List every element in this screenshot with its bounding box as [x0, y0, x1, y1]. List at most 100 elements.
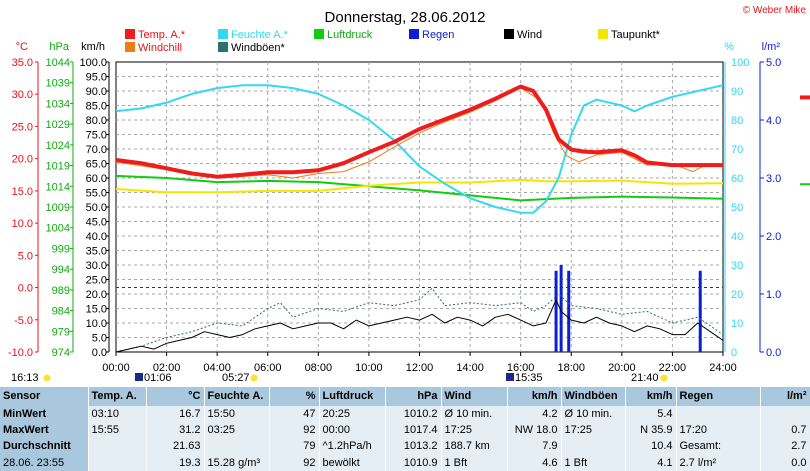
sun-icon: [43, 374, 51, 382]
cell: 2.7 l/m²: [676, 454, 761, 471]
time-marker-1: 01:06: [144, 372, 172, 384]
header-rain: Regen: [676, 387, 761, 406]
humidity-axis-tick-label: 70: [731, 144, 743, 156]
axis-unit-humidity: %: [724, 41, 734, 53]
cell: 1010.9: [385, 454, 442, 471]
cell: 15:55: [88, 421, 147, 439]
rain-axis-tick-label: 2.0: [766, 231, 781, 243]
legend-label: Regen: [422, 29, 454, 41]
pressure-axis-tick-label: 1029: [46, 119, 70, 131]
wind-axis-tick-label: 85.0: [86, 101, 107, 113]
wind-axis-tick-label: 0.0: [92, 347, 107, 359]
cell: 4.1: [625, 454, 677, 471]
table-row: MinWert 03:10 16.7 15:50 47 20:25 1010.2…: [0, 405, 810, 422]
legend-label: Feuchte A.*: [231, 29, 289, 41]
chart-axes: 35.0 30.0 25.0 20.0 15.0 10.0 5.0 0.0 -5.0 -10.0 1…: [8, 57, 781, 359]
cell: Ø 10 min.: [441, 405, 508, 422]
cell: 1010.2: [385, 405, 442, 422]
series-line-temp-a: [115, 84, 723, 179]
pressure-axis-tick-label: 994: [52, 264, 70, 276]
temp-axis-tick-label: 0.0: [18, 283, 33, 295]
header-temp-unit: °C: [146, 387, 205, 406]
cell: 00:00: [319, 421, 386, 439]
humidity-axis-tick-label: 80: [731, 115, 743, 127]
pressure-axis-tick-label: 979: [52, 326, 70, 338]
header-temp: Temp. A.: [88, 387, 147, 406]
cell: NW 18.0: [507, 421, 562, 439]
wind-axis-tick-label: 80.0: [86, 115, 107, 127]
axis-unit-wind: km/h: [81, 41, 105, 53]
cell: 0.0: [760, 454, 810, 471]
wind-axis-tick-label: 20.0: [86, 289, 107, 301]
axis-unit-temp: °C: [16, 41, 28, 53]
legend-label: Temp. A.*: [138, 29, 186, 41]
legend-swatch: [125, 42, 135, 52]
sunset-icon: [660, 374, 668, 382]
cell: 17:25: [441, 421, 508, 439]
cell: Ø 10 min.: [561, 405, 626, 422]
x-axis-tick-label: 12:00: [406, 362, 434, 374]
legend-swatch: [218, 42, 228, 52]
header-humidity-unit: %: [269, 387, 320, 406]
header-wind: Wind: [441, 387, 508, 406]
stats-table: Sensor Temp. A. °C Feuchte A. % Luftdruc…: [0, 387, 810, 471]
humidity-axis-tick-label: 100: [731, 57, 749, 69]
cell: [760, 405, 810, 422]
cell: 1017.4: [385, 421, 442, 439]
header-rain-unit: l/m²: [760, 387, 810, 406]
pressure-axis-tick-label: 1019: [46, 161, 70, 173]
x-axis-tick-label: 24:00: [709, 362, 737, 374]
moon-phase-icon: [135, 373, 143, 381]
legend-label: Windböen*: [231, 42, 286, 54]
row-label-current: 28.06. 23:55: [0, 454, 89, 471]
cell: N 35.9: [625, 421, 677, 439]
wind-axis-tick-label: 100.0: [79, 57, 107, 69]
rain-axis-tick-label: 0.0: [766, 347, 781, 359]
cell: 79: [269, 438, 320, 455]
cell: 03:10: [88, 405, 147, 422]
wind-axis-tick-label: 35.0: [86, 246, 107, 258]
cell: 20:25: [319, 405, 386, 422]
wind-axis-tick-label: 30.0: [86, 260, 107, 272]
cell: 15:50: [204, 405, 270, 422]
table-row-current: 28.06. 23:55 19.3 15.28 g/m³ 92 bewölkt …: [0, 454, 810, 471]
wind-axis-tick-label: 60.0: [86, 173, 107, 185]
x-axis-tick-label: 20:00: [608, 362, 636, 374]
pressure-axis-tick-label: 984: [52, 306, 70, 318]
legend-label: Taupunkt*: [611, 29, 661, 41]
wind-axis-tick-label: 25.0: [86, 275, 107, 287]
cell: [204, 438, 270, 455]
pressure-axis-tick-label: 1024: [46, 140, 70, 152]
temp-axis-tick-label: -10.0: [8, 347, 33, 359]
header-gusts-unit: km/h: [625, 387, 677, 406]
wind-axis-tick-label: 45.0: [86, 217, 107, 229]
x-axis-tick-label: 14:00: [456, 362, 484, 374]
pressure-axis-tick-label: 1004: [46, 223, 70, 235]
cell: 15.28 g/m³: [204, 454, 270, 471]
pressure-axis-tick-label: 1039: [46, 78, 70, 90]
legend-label: Luftdruck: [327, 29, 373, 41]
temp-axis-tick-label: -5.0: [14, 315, 33, 327]
chart-legend: Temp. A.* Feuchte A.* Luftdruck Regen Wind Ta…: [125, 29, 661, 54]
cell: 188.7 km: [441, 438, 508, 455]
stats-header-row: Sensor Temp. A. °C Feuchte A. % Luftdruc…: [0, 387, 810, 406]
pressure-axis-tick-label: 974: [52, 347, 70, 359]
wind-axis-tick-label: 90.0: [86, 86, 107, 98]
copyright-text: © Weber Mike: [743, 5, 807, 16]
cell: 92: [269, 421, 320, 439]
wind-axis-tick-label: 70.0: [86, 144, 107, 156]
temp-axis-tick-label: 35.0: [12, 57, 33, 69]
current-pressure-marker: [800, 183, 810, 186]
axis-unit-pressure: hPa: [49, 41, 69, 53]
legend-swatch: [504, 29, 514, 39]
x-axis-tick-label: 00:00: [102, 362, 130, 374]
cell: 03:25: [204, 421, 270, 439]
cell: [88, 438, 147, 455]
series-line-windb-en: [115, 287, 724, 353]
x-axis-tick-label: 02:00: [153, 362, 181, 374]
cell: bewölkt: [319, 454, 386, 471]
weather-chart: Donnerstag, 28.06.2012 © Weber Mike Temp…: [8, 5, 810, 384]
wind-axis-tick-label: 40.0: [86, 231, 107, 243]
rain-axis-tick-label: 3.0: [766, 173, 781, 185]
axis-unit-rain: l/m²: [762, 41, 781, 53]
